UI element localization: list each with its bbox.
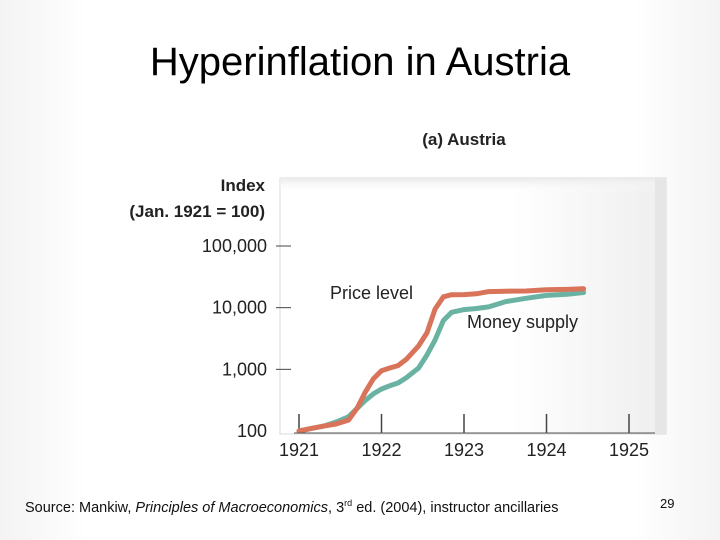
page-number: 29	[660, 496, 675, 511]
series-line-price-level	[296, 286, 587, 434]
source-edition-sup: rd	[344, 498, 353, 508]
y-tick-label: 10,000	[212, 298, 267, 318]
source-suffix: ed. (2004), instructor ancillaries	[352, 499, 559, 516]
series-lines	[296, 286, 587, 434]
x-tick-label: 1925	[609, 440, 649, 460]
x-tick-label: 1922	[361, 440, 401, 460]
x-tick-label: 1924	[526, 440, 566, 460]
y-axis-ticks: 100 1,000 10,000 100,000	[202, 236, 291, 441]
source-book-title: Principles of Macroeconomics	[135, 499, 329, 516]
slide-title: Hyperinflation in Austria	[149, 40, 571, 84]
annotation-money-supply: Money supply	[467, 312, 578, 332]
x-tick-label: 1921	[279, 440, 319, 460]
y-axis-label-line2: (Jan. 1921 = 100)	[129, 202, 265, 221]
x-tick-label: 1923	[444, 440, 484, 460]
y-axis-label-line1: Index	[221, 176, 266, 195]
source-prefix: Source: Mankiw,	[25, 499, 136, 516]
chart-title: (a) Austria	[422, 130, 506, 149]
source-citation: Source: Mankiw, Principles of Macroecono…	[25, 498, 559, 516]
source-edition: , 3	[328, 499, 345, 516]
annotation-price-level: Price level	[330, 283, 413, 303]
plot-panel-edge	[655, 178, 666, 434]
plot-panel-shade	[280, 178, 666, 434]
y-tick-label: 100,000	[202, 236, 267, 256]
y-tick-label: 1,000	[222, 359, 267, 379]
y-tick-label: 100	[237, 421, 267, 441]
